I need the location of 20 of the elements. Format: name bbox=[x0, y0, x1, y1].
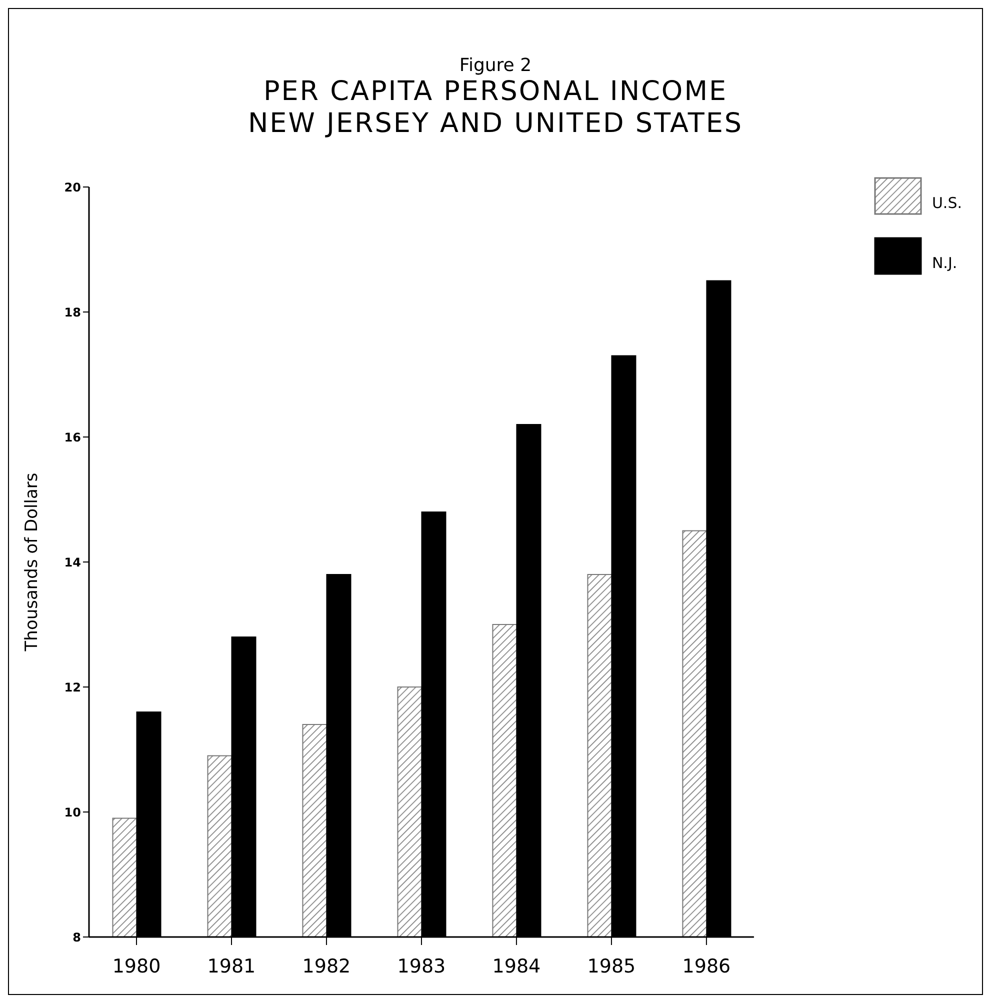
y-tick-label: 16 bbox=[64, 430, 81, 444]
y-tick-label: 18 bbox=[64, 305, 81, 320]
x-tick-label: 1985 bbox=[587, 955, 636, 978]
y-tick-label: 14 bbox=[64, 555, 81, 570]
y-tick-label: 12 bbox=[64, 680, 81, 694]
y-tick-label: 8 bbox=[72, 930, 81, 944]
x-tick-label: 1984 bbox=[492, 955, 541, 978]
x-tick-label: 1982 bbox=[302, 955, 351, 978]
x-tick-label: 1980 bbox=[112, 955, 161, 978]
chart-title: PER CAPITA PERSONAL INCOME bbox=[262, 76, 729, 108]
chart-subtitle: NEW JERSEY AND UNITED STATES bbox=[246, 108, 744, 140]
y-tick-label: 20 bbox=[64, 180, 81, 194]
caption: Figure 2 bbox=[458, 55, 533, 76]
y-axis-title: Thousands of Dollars bbox=[22, 472, 42, 652]
x-tick-label: 1986 bbox=[682, 955, 731, 978]
legend-label: N.J. bbox=[932, 254, 958, 272]
y-tick-label: 10 bbox=[64, 805, 81, 820]
x-tick-label: 1983 bbox=[397, 955, 446, 978]
legend-label: U.S. bbox=[932, 194, 962, 212]
x-tick-label: 1981 bbox=[207, 955, 256, 978]
